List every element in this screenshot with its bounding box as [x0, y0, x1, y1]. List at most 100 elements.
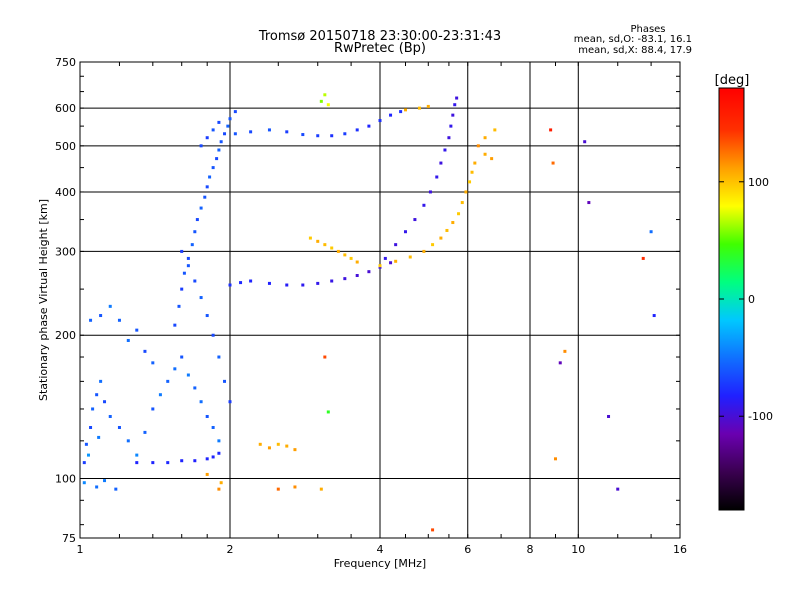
data-point: [182, 271, 186, 275]
stats-line-x: mean, sd,X: 88.4, 17.9: [578, 45, 692, 56]
data-point: [483, 136, 487, 140]
data-point: [276, 442, 280, 446]
data-point: [166, 461, 170, 465]
data-point: [293, 485, 297, 489]
x-axis-label: Frequency [MHz]: [334, 557, 426, 570]
data-point: [173, 323, 177, 327]
data-point: [193, 279, 197, 283]
data-point: [641, 256, 645, 260]
y-tick-label: 300: [55, 245, 76, 258]
data-point: [205, 472, 209, 476]
data-point: [607, 414, 611, 418]
data-point: [151, 361, 155, 365]
data-point: [285, 130, 289, 134]
data-point: [587, 201, 591, 205]
data-point: [226, 124, 230, 128]
data-point: [394, 259, 398, 263]
data-point: [583, 140, 587, 144]
data-point: [439, 161, 443, 165]
data-point: [89, 425, 93, 429]
data-point: [211, 455, 215, 459]
data-point: [223, 132, 227, 136]
data-point: [151, 407, 155, 411]
data-point: [180, 459, 184, 463]
data-point: [445, 228, 449, 232]
data-point: [378, 264, 382, 268]
data-point: [217, 355, 221, 359]
data-point: [343, 253, 347, 257]
data-point: [403, 230, 407, 234]
data-point: [490, 157, 494, 161]
data-point: [205, 457, 209, 461]
data-point: [276, 487, 280, 491]
chart-title-line1: Tromsø 20150718 23:30:00-23:31:43: [258, 29, 501, 44]
data-point: [95, 485, 99, 489]
data-point: [228, 400, 232, 404]
data-point: [413, 218, 417, 222]
data-point: [649, 230, 653, 234]
data-point: [199, 144, 203, 148]
data-point: [267, 281, 271, 285]
data-point: [319, 487, 323, 491]
data-point: [195, 218, 199, 222]
data-point: [449, 124, 453, 128]
data-point: [394, 243, 398, 247]
data-point: [457, 212, 461, 216]
data-point: [186, 256, 190, 260]
data-point: [249, 130, 253, 134]
data-point: [267, 446, 271, 450]
data-point: [223, 379, 227, 383]
data-point: [91, 407, 95, 411]
x-tick-label: 1: [77, 543, 84, 556]
data-point: [215, 157, 219, 161]
data-point: [180, 287, 184, 291]
data-point: [389, 113, 393, 117]
data-point: [301, 133, 305, 137]
data-point: [193, 230, 197, 234]
data-point: [219, 140, 223, 144]
data-point: [84, 442, 88, 446]
data-point: [616, 487, 620, 491]
data-point: [403, 108, 407, 112]
data-point: [285, 283, 289, 287]
data-point: [355, 260, 359, 264]
data-point: [267, 128, 271, 132]
data-point: [217, 148, 221, 152]
data-point: [323, 355, 327, 359]
data-point: [208, 175, 212, 179]
data-point: [426, 104, 430, 108]
data-point: [460, 201, 464, 205]
data-point: [135, 328, 139, 332]
x-tick-label: 10: [571, 543, 585, 556]
data-point: [95, 393, 99, 397]
data-point: [428, 190, 432, 194]
data-point: [558, 361, 562, 365]
data-point: [177, 304, 181, 308]
y-tick-label: 600: [55, 102, 76, 115]
data-point: [408, 255, 412, 259]
stats-line-o: mean, sd,O: -83.1, 16.1: [574, 34, 692, 45]
x-axis-ticks: 1 2 4 6 8 10 16: [77, 62, 687, 556]
data-point: [308, 236, 312, 240]
data-point: [383, 256, 387, 260]
data-point: [323, 93, 327, 97]
data-point: [126, 338, 130, 342]
x-tick-label: 6: [464, 543, 471, 556]
data-point: [330, 279, 334, 283]
x-tick-label: 16: [673, 543, 687, 556]
data-point: [239, 281, 243, 285]
data-point: [293, 448, 297, 452]
data-points: [82, 93, 656, 532]
data-point: [417, 106, 421, 110]
data-point: [330, 134, 334, 138]
data-point: [447, 136, 451, 140]
data-point: [652, 314, 656, 318]
data-point: [336, 249, 340, 253]
data-point: [211, 425, 215, 429]
data-point: [86, 453, 90, 457]
data-point: [451, 113, 455, 117]
data-point: [143, 430, 147, 434]
data-point: [217, 451, 221, 455]
data-point: [431, 528, 435, 532]
